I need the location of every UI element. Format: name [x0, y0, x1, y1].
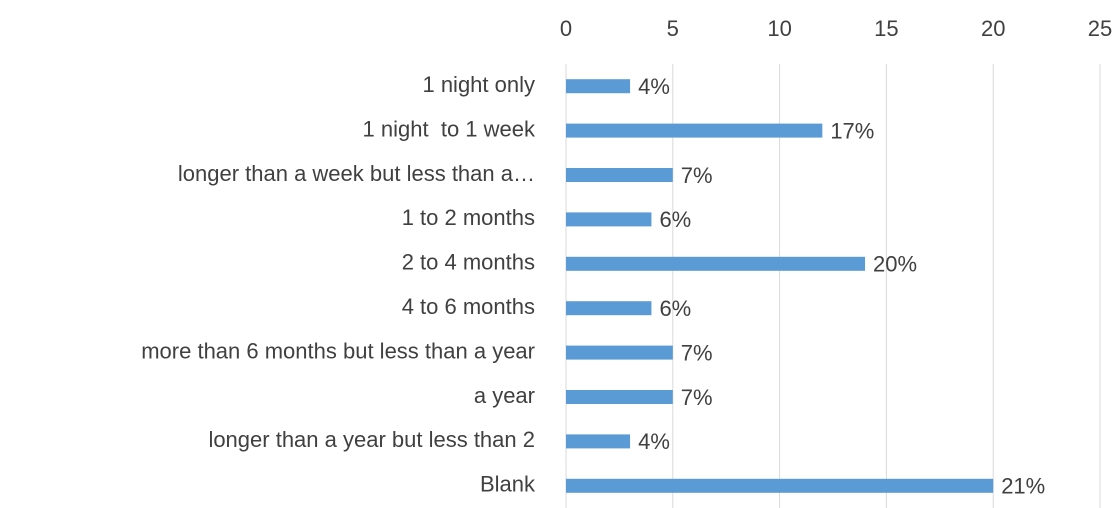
- bar: [566, 434, 631, 449]
- bar: [566, 256, 866, 271]
- y-tick-label: 4 to 6 months: [402, 294, 535, 319]
- y-tick-label: longer than a year but less than 2: [208, 427, 535, 452]
- x-tick-label: 20: [981, 16, 1005, 41]
- bar: [566, 478, 994, 493]
- y-tick-label: 1 night only: [422, 72, 535, 97]
- data-label: 7%: [681, 385, 713, 410]
- data-label: 7%: [681, 340, 713, 365]
- x-tick-label: 0: [560, 16, 572, 41]
- y-tick-label: longer than a week but less than a…: [178, 161, 535, 186]
- bar: [566, 345, 673, 360]
- x-tick-label: 15: [874, 16, 898, 41]
- y-tick-label: 1 night to 1 week: [363, 116, 536, 141]
- y-tick-label: more than 6 months but less than a year: [141, 338, 535, 363]
- data-label: 6%: [659, 207, 691, 232]
- bar: [566, 168, 673, 182]
- y-tick-label: 2 to 4 months: [402, 250, 535, 275]
- bar: [566, 123, 823, 138]
- bar: [566, 79, 631, 94]
- x-tick-label: 25: [1088, 16, 1112, 41]
- data-label: 21%: [1001, 474, 1045, 499]
- y-tick-label: Blank: [480, 472, 536, 497]
- bar: [566, 390, 673, 404]
- bar: [566, 212, 652, 227]
- data-label: 4%: [638, 74, 670, 99]
- x-tick-label: 10: [767, 16, 791, 41]
- data-label: 7%: [681, 163, 713, 188]
- data-label: 20%: [873, 252, 917, 277]
- bar: [566, 301, 652, 316]
- x-tick-label: 5: [667, 16, 679, 41]
- data-label: 4%: [638, 429, 670, 454]
- y-tick-label: a year: [474, 383, 535, 408]
- data-label: 17%: [830, 118, 874, 143]
- data-label: 6%: [659, 296, 691, 321]
- y-tick-label: 1 to 2 months: [402, 205, 535, 230]
